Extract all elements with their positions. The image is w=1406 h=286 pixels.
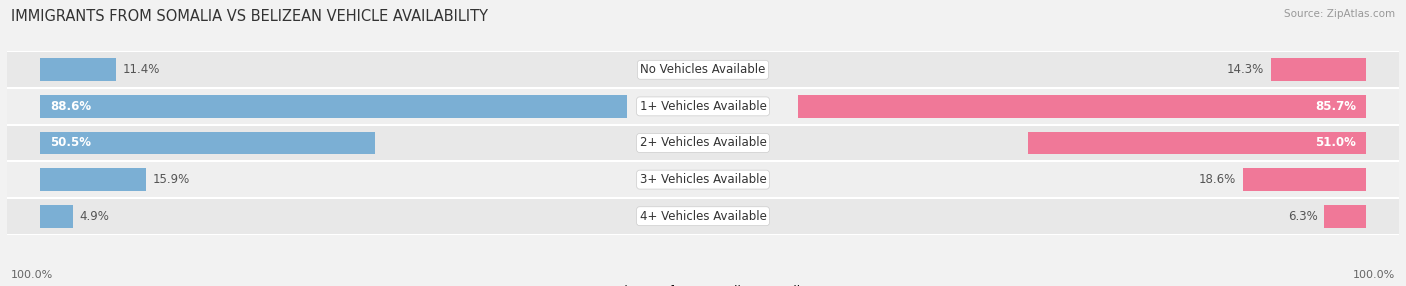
Text: 85.7%: 85.7% — [1315, 100, 1355, 113]
Text: 4.9%: 4.9% — [79, 210, 110, 223]
Bar — [7, 125, 1399, 161]
Text: 3+ Vehicles Available: 3+ Vehicles Available — [640, 173, 766, 186]
Legend: Immigrants from Somalia, Belizean: Immigrants from Somalia, Belizean — [576, 285, 830, 286]
Text: 14.3%: 14.3% — [1227, 63, 1264, 76]
Text: 51.0%: 51.0% — [1315, 136, 1355, 150]
Bar — [41, 58, 115, 81]
Bar — [41, 95, 627, 118]
Bar — [41, 132, 375, 154]
Bar — [797, 95, 1365, 118]
Bar — [41, 168, 146, 191]
Bar — [1028, 132, 1365, 154]
Bar — [1324, 205, 1365, 228]
Text: 50.5%: 50.5% — [51, 136, 91, 150]
Text: No Vehicles Available: No Vehicles Available — [640, 63, 766, 76]
Text: 88.6%: 88.6% — [51, 100, 91, 113]
Bar — [7, 88, 1399, 125]
Text: IMMIGRANTS FROM SOMALIA VS BELIZEAN VEHICLE AVAILABILITY: IMMIGRANTS FROM SOMALIA VS BELIZEAN VEHI… — [11, 9, 488, 23]
Text: 6.3%: 6.3% — [1288, 210, 1317, 223]
Bar — [41, 205, 73, 228]
Bar — [7, 161, 1399, 198]
Bar — [7, 198, 1399, 235]
Text: 11.4%: 11.4% — [122, 63, 160, 76]
Text: 1+ Vehicles Available: 1+ Vehicles Available — [640, 100, 766, 113]
Bar — [1243, 168, 1365, 191]
Text: Source: ZipAtlas.com: Source: ZipAtlas.com — [1284, 9, 1395, 19]
Text: 4+ Vehicles Available: 4+ Vehicles Available — [640, 210, 766, 223]
Text: 100.0%: 100.0% — [1353, 270, 1395, 280]
Text: 15.9%: 15.9% — [152, 173, 190, 186]
Text: 100.0%: 100.0% — [11, 270, 53, 280]
Bar — [7, 51, 1399, 88]
Text: 18.6%: 18.6% — [1199, 173, 1236, 186]
Bar — [1271, 58, 1365, 81]
Text: 2+ Vehicles Available: 2+ Vehicles Available — [640, 136, 766, 150]
